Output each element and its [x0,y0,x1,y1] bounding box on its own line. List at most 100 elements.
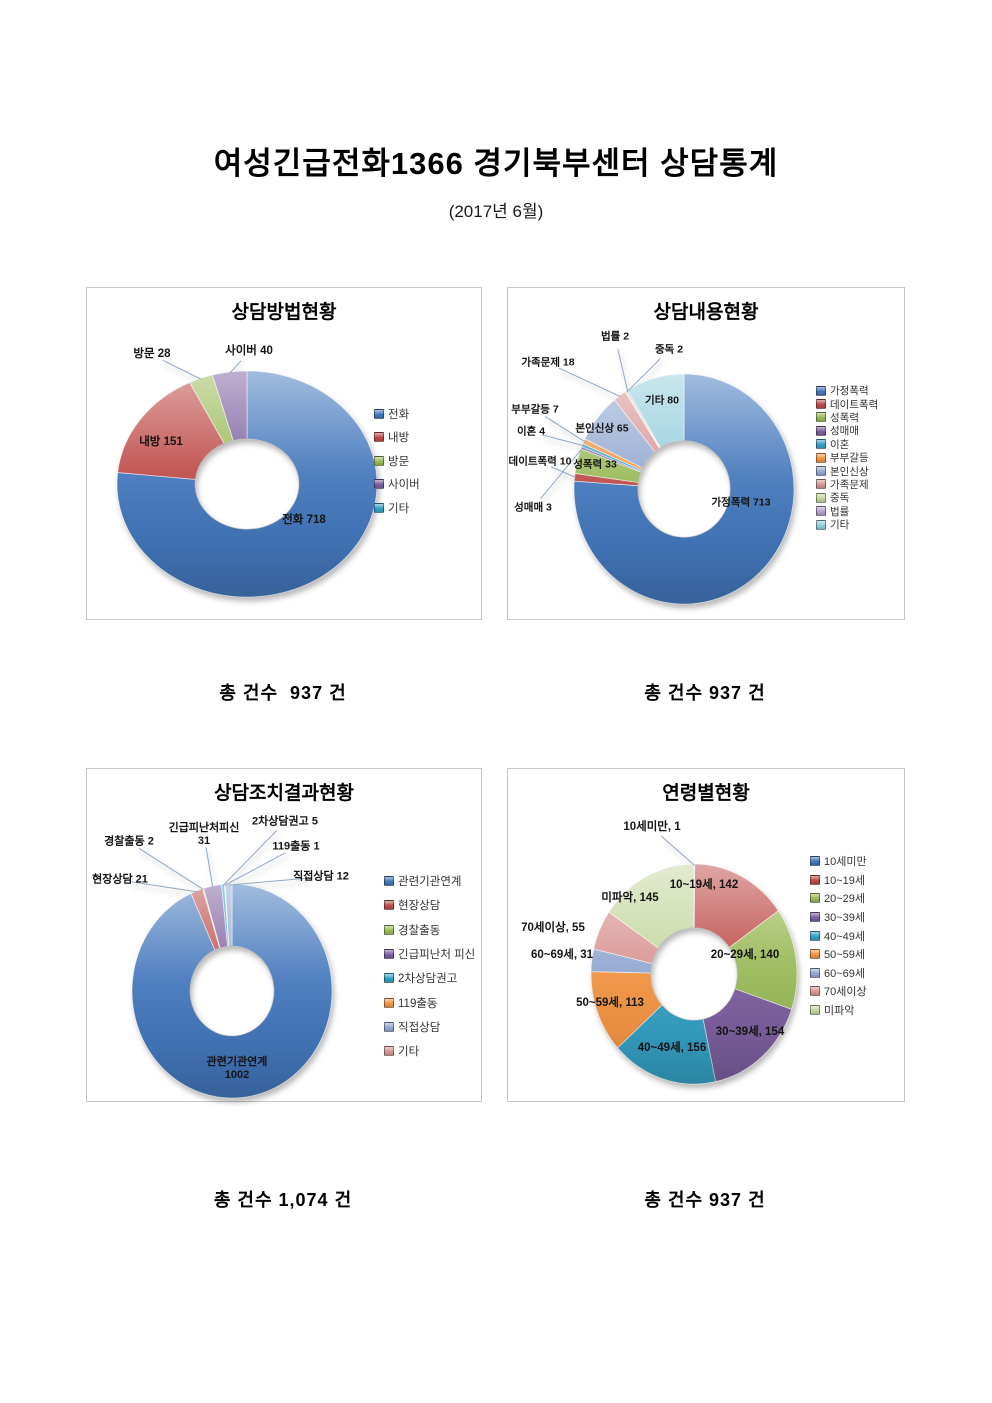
total-count-method: 총 건수 937 건 [219,683,347,703]
legend-item: 현장상담 [384,893,475,917]
data-label: 10~19세, 142 [669,879,739,892]
total-count-age: 총 건수 937 건 [644,1190,766,1210]
legend-marker-icon [816,479,826,490]
donut-chart-svg [590,835,798,1085]
legend-item: 방문 [374,449,420,473]
legend-item: 60~69세 [810,964,867,983]
chart-title: 상담조치결과현황 [214,783,354,804]
legend-label: 전화 [388,408,410,421]
data-label: 가정폭력 713 [711,496,771,509]
legend-marker-icon [810,967,820,978]
legend-marker-icon [816,466,826,477]
legend-item: 긴급피난처 피신 [384,942,475,966]
legend-marker-icon [816,385,826,396]
legend-label: 이혼 [830,438,850,451]
legend-marker-icon [816,519,826,530]
data-label: 성매매 3 [514,501,552,514]
chart-box-age-group: 연령별현황 10세미만, 1 10~19세, 142 20~29세, 140 30~3… [507,768,905,1102]
legend-item: 직접상담 [384,1015,475,1039]
legend-marker-icon [810,949,820,960]
legend-item: 40~49세 [810,926,867,945]
total-count-result: 총 건수 1,074 건 [213,1190,353,1210]
data-label: 60~69세, 31 [530,949,594,962]
label-leader-line [542,434,584,447]
legend-label: 기타 [388,502,410,515]
donut-chart-svg [540,348,795,605]
legend-item: 10세미만 [810,852,867,871]
legend-item: 기타 [816,518,878,531]
legend-marker-icon [384,973,394,984]
legend-label: 119출동 [398,997,438,1010]
donut-hole-edge [637,440,731,538]
donut-hole-edge [194,438,300,530]
data-label: 30~39세, 154 [715,1026,785,1039]
data-label: 현장상담 21 [92,873,148,886]
legend-marker-icon [816,452,826,463]
data-label: 성폭력 33 [573,458,617,471]
legend-label: 70세이상 [824,986,867,999]
legend-marker-icon [816,439,826,450]
legend-item: 부부갈등 [816,451,878,464]
legend-marker-icon [374,432,384,443]
legend-label: 긴급피난처 피신 [398,949,476,962]
data-label: 40~49세, 156 [637,1042,707,1055]
legend-label: 성폭력 [830,411,859,424]
chart-title: 상담방법현황 [231,302,337,323]
legend-label: 중독 [830,492,850,505]
legend-label: 20~29세 [824,893,866,906]
data-label: 사이버 40 [225,345,273,358]
label-leader-line [544,416,586,443]
label-leader-line [558,367,621,398]
legend-marker-icon [810,893,820,904]
page-title: 여성긴급전화1366 경기북부센터 상담통계 [213,146,779,181]
legend-item: 가족문제 [816,478,878,491]
data-label: 부부갈등 7 [511,403,559,416]
legend-item: 중독 [816,491,878,504]
legend-item: 본인신상 [816,464,878,478]
legend-marker-icon [374,455,384,466]
legend-marker-icon [810,912,820,923]
legend-marker-icon [810,930,820,941]
legend-item: 내방 [374,426,420,450]
data-label: 중독 2 [654,343,684,356]
legend-marker-icon [384,900,394,911]
legend-item: 법률 [816,505,878,518]
chart-legend: 10세미만 10~19세 20~29세 30~39세 40~49세 50~59세 60~69… [810,852,867,1019]
legend-label: 방문 [388,455,410,468]
donut-gloss-overlay [116,370,378,598]
label-leader-line [205,846,214,888]
donut-hole-edge [189,945,275,1037]
label-leader-line [222,830,277,886]
legend-label: 성매매 [830,425,859,438]
data-label: 관련기관연계 1002 [206,1055,268,1081]
chart-box-counsel-method: 상담방법현황 전화 718 내방 151 방문 28 사이버 40 전화 내방 방문 사이버 기… [86,287,482,620]
legend-marker-icon [384,1021,394,1032]
label-leader-line [626,358,661,393]
legend-item: 30~39세 [810,908,867,927]
legend-item: 기타 [384,1039,475,1063]
legend-marker-icon [374,502,384,513]
legend-label: 현장상담 [398,900,441,913]
legend-label: 법률 [830,505,850,518]
data-label: 가족문제 18 [521,356,575,369]
donut-gloss-overlay [591,864,797,1084]
data-label: 미파악, 145 [601,892,659,905]
legend-label: 40~49세 [824,930,866,943]
legend-label: 사이버 [388,479,420,492]
legend-item: 50~59세 [810,945,867,964]
data-label: 경찰출동 2 [104,835,154,848]
legend-label: 가족문제 [830,478,869,491]
legend-label: 데이트폭력 [830,398,879,411]
legend-label: 10~19세 [824,874,866,887]
label-leader-line [550,466,576,478]
legend-marker-icon [374,408,384,419]
label-leader-line [617,348,629,392]
label-leader-line [540,447,583,500]
legend-marker-icon [816,506,826,517]
legend-item: 119출동 [384,990,475,1014]
data-label: 70세이상, 55 [521,922,585,935]
legend-marker-icon [810,856,820,867]
legend-marker-icon [816,412,826,423]
donut-gloss-overlay [132,884,332,1098]
